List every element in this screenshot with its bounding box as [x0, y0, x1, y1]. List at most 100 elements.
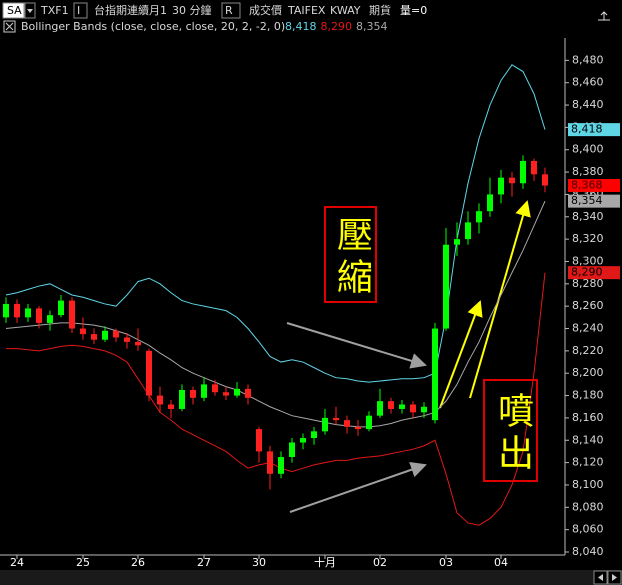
- y-tick-label: 8,080: [572, 500, 604, 513]
- candle-body: [47, 315, 53, 323]
- candle-body: [355, 426, 361, 430]
- arrow: [289, 462, 427, 513]
- candle-body: [234, 388, 240, 396]
- y-tick-label: 8,140: [572, 433, 604, 446]
- candle-body: [135, 341, 141, 346]
- annotation: 噴出: [483, 379, 538, 482]
- interval: 30 分鐘: [172, 3, 212, 17]
- volume: 量=0: [400, 4, 427, 17]
- candle-body: [366, 415, 372, 430]
- candle-body: [36, 308, 42, 323]
- x-tick-label: 02: [373, 556, 387, 569]
- candle-body: [388, 401, 394, 409]
- y-tick-label: 8,160: [572, 411, 604, 424]
- candle-body: [311, 431, 317, 439]
- interval-box-text: I: [77, 4, 80, 17]
- price-tag-label: 8,418: [571, 123, 603, 136]
- candle-body: [432, 328, 438, 421]
- dropdown-arrow: [27, 9, 33, 13]
- y-tick-label: 8,240: [572, 322, 604, 335]
- annotation: 壓縮: [324, 206, 377, 303]
- y-tick-label: 8,480: [572, 53, 604, 66]
- y-tick-label: 8,220: [572, 344, 604, 357]
- y-tick-label: 8,380: [572, 165, 604, 178]
- y-tick-label: 8,320: [572, 232, 604, 245]
- candle-body: [443, 244, 449, 329]
- candle-body: [157, 395, 163, 405]
- indicator-checkbox[interactable]: [3, 20, 16, 33]
- candle-body: [410, 404, 416, 413]
- candle-body: [80, 328, 86, 335]
- y-tick-label: 8,120: [572, 456, 604, 469]
- x-tick-label: 24: [10, 556, 24, 569]
- y-tick-label: 8,340: [572, 210, 604, 223]
- candle-body: [124, 337, 130, 342]
- candle-body: [14, 303, 20, 318]
- x-tick-label: 27: [197, 556, 211, 569]
- price-tag-label: 8,368: [571, 178, 603, 191]
- candle-body: [454, 239, 460, 245]
- y-tick-label: 8,040: [572, 545, 604, 558]
- indicator-label: Bollinger Bands (close, close, close, 20…: [21, 20, 285, 33]
- price-tag-label: 8,290: [571, 266, 603, 279]
- indicator-value: 8,418: [285, 20, 317, 33]
- instrument-name: 台指期連續月1: [94, 3, 167, 17]
- symbol-box[interactable]: [2, 2, 25, 19]
- price-box[interactable]: [221, 2, 241, 19]
- candle-body: [531, 160, 537, 175]
- symbol-box-text: SA: [7, 4, 22, 17]
- candle-body: [465, 222, 471, 240]
- candle-body: [146, 350, 152, 396]
- candle-body: [91, 334, 97, 340]
- x-tick-label: 26: [131, 556, 145, 569]
- interval-box[interactable]: [73, 2, 88, 19]
- candle-body: [212, 384, 218, 393]
- arrow: [286, 322, 427, 369]
- candle-body: [102, 330, 108, 340]
- top-icon[interactable]: [598, 11, 610, 21]
- bollinger-band: [6, 272, 546, 526]
- candle-body: [377, 401, 383, 416]
- bollinger-band: [5, 64, 546, 383]
- x-tick-label: 30: [252, 556, 266, 569]
- candle-body: [542, 174, 548, 186]
- price-tag: [568, 178, 620, 192]
- candle-body: [520, 160, 526, 184]
- candle-body: [245, 388, 251, 398]
- y-tick-label: 8,180: [572, 389, 604, 402]
- candle-body: [289, 442, 295, 458]
- y-tick-label: 8,280: [572, 277, 604, 290]
- indicator-value: 8,354: [356, 20, 388, 33]
- y-tick-label: 8,460: [572, 76, 604, 89]
- exchange: TAIFEX: [287, 4, 326, 17]
- price-tag: [568, 123, 620, 137]
- candle-body: [223, 392, 229, 396]
- scrollbar[interactable]: [0, 570, 622, 585]
- x-tick-label: 03: [439, 556, 453, 569]
- candle-body: [487, 194, 493, 212]
- market: 期貨: [369, 3, 391, 17]
- candle-body: [498, 177, 504, 195]
- y-tick-label: 8,400: [572, 143, 604, 156]
- candle-body: [399, 404, 405, 409]
- candle-body: [509, 177, 515, 184]
- candle-body: [69, 300, 75, 329]
- y-tick-label: 8,300: [572, 254, 604, 267]
- y-tick-label: 8,260: [572, 299, 604, 312]
- x-tick-label: 十月: [314, 555, 336, 569]
- y-tick-label: 8,200: [572, 366, 604, 379]
- indicator-value: 8,290: [321, 20, 353, 33]
- price-field: 成交價: [249, 3, 282, 17]
- bollinger-band: [5, 200, 546, 428]
- price-tag: [568, 266, 620, 280]
- scroll-right-arrow: [612, 574, 617, 581]
- price-box-text: R: [225, 4, 233, 17]
- candle-body: [256, 429, 262, 452]
- candle-body: [322, 417, 328, 432]
- candle-body: [201, 384, 207, 398]
- arrow: [439, 300, 483, 409]
- scroll-left-arrow: [598, 574, 603, 581]
- y-tick-label: 8,060: [572, 523, 604, 536]
